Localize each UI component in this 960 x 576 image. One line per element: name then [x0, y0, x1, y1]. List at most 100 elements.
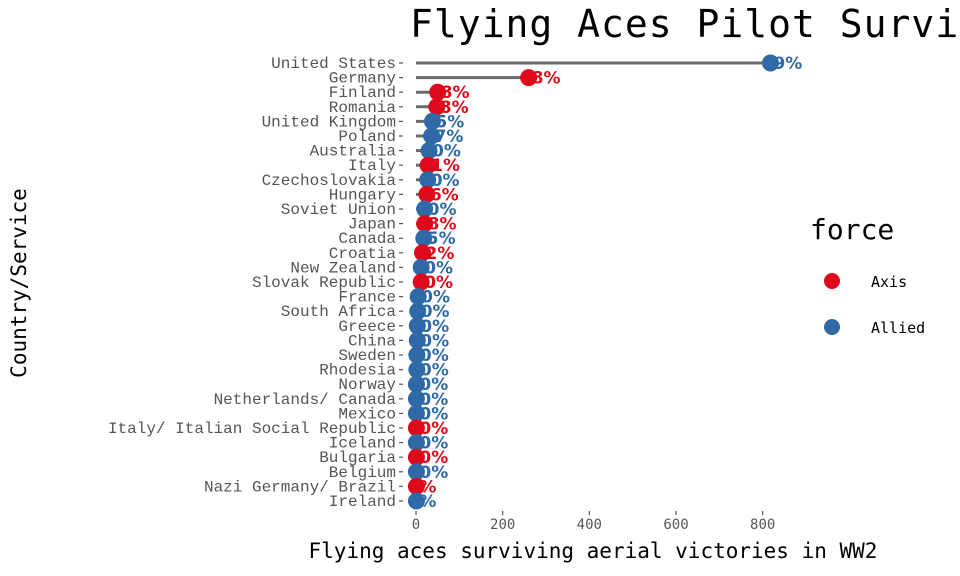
- legend-title: force: [810, 213, 894, 246]
- point: [412, 258, 430, 276]
- legend-label-allied: Allied: [871, 319, 925, 337]
- point: [409, 288, 427, 306]
- category-label: Australia: [310, 143, 397, 161]
- data-label: %: [419, 477, 436, 497]
- data-label: 0%: [424, 273, 453, 293]
- point: [407, 448, 425, 466]
- point: [407, 477, 425, 495]
- x-tick-label: 600: [663, 517, 688, 533]
- point: [423, 127, 441, 145]
- point: [407, 390, 425, 408]
- data-label: 0%: [419, 375, 448, 395]
- category-label: Netherlands/ Canada: [214, 391, 397, 409]
- point: [520, 69, 538, 87]
- category-label: Sweden: [338, 347, 396, 365]
- y-axis: United StatesGermanyFinlandRomaniaUnited…: [108, 55, 403, 511]
- legend-key-allied: [824, 319, 840, 335]
- x-axis-title: Flying aces surviving aerial victories i…: [309, 539, 878, 563]
- point: [428, 98, 446, 116]
- point: [407, 434, 425, 452]
- point: [408, 346, 426, 364]
- data-label: %: [419, 492, 436, 512]
- data-label: 0%: [431, 171, 460, 191]
- data-label: 8%: [532, 69, 561, 89]
- point: [416, 215, 434, 233]
- category-label: Finland: [329, 84, 396, 102]
- x-tick-label: 0: [412, 517, 420, 533]
- category-label: South Africa: [281, 303, 397, 321]
- category-label: Italy/ Italian Social Republic: [108, 420, 396, 438]
- category-label: Iceland: [329, 435, 396, 453]
- data-label: 8%: [428, 215, 457, 235]
- legend-label-axis: Axis: [871, 273, 907, 291]
- data-label: 0%: [419, 463, 448, 483]
- data-label: 0%: [419, 434, 448, 454]
- data-label: 0%: [419, 390, 448, 410]
- data-label: 0%: [419, 448, 448, 468]
- x-tick-label: 800: [750, 517, 775, 533]
- point: [420, 142, 438, 160]
- legend: force Axis Allied: [810, 213, 925, 337]
- y-axis-title: Country/Service: [7, 188, 31, 378]
- category-label: Hungary: [329, 186, 397, 204]
- data-label: 0%: [420, 346, 449, 366]
- data-label: 0%: [420, 317, 449, 337]
- chart-title: Flying Aces Pilot Surviv: [410, 2, 960, 46]
- x-tick-label: 200: [490, 517, 515, 533]
- point: [418, 185, 436, 203]
- category-label: France: [338, 289, 396, 307]
- point: [407, 463, 425, 481]
- category-label: Italy: [348, 157, 396, 175]
- category-label: New Zealand: [290, 259, 396, 277]
- category-label: China: [348, 332, 396, 350]
- category-label: Belgium: [329, 464, 396, 482]
- data-label: 7%: [435, 127, 464, 147]
- point: [407, 375, 425, 393]
- point: [408, 361, 426, 379]
- category-label: Romania: [329, 99, 397, 117]
- category-label: Japan: [348, 216, 396, 234]
- point: [423, 112, 441, 130]
- point: [407, 404, 425, 422]
- category-label: Rhodesia: [319, 362, 396, 380]
- category-label: Bulgaria: [319, 449, 396, 467]
- data-label: 0%: [421, 288, 450, 308]
- data-label: 5%: [427, 229, 456, 249]
- data-label: 9%: [773, 54, 802, 74]
- category-label: Czechoslovakia: [262, 172, 397, 190]
- point: [409, 302, 427, 320]
- point: [407, 492, 425, 510]
- point: [415, 229, 433, 247]
- point: [419, 171, 437, 189]
- point: [419, 156, 437, 174]
- data-label: 0%: [419, 419, 448, 439]
- category-label: Slovak Republic: [252, 274, 396, 292]
- data-label: 0%: [432, 142, 461, 162]
- category-label: Canada: [338, 230, 396, 248]
- data-label: 6%: [430, 185, 459, 205]
- data-label: 0%: [419, 404, 448, 424]
- category-label: United States: [271, 55, 396, 73]
- data-label: 0%: [420, 361, 449, 381]
- point: [408, 331, 426, 349]
- points: [407, 54, 779, 510]
- category-label: Nazi Germany/ Brazil: [204, 478, 396, 496]
- data-label: 2%: [426, 244, 455, 264]
- point: [416, 200, 434, 218]
- category-label: Ireland: [329, 493, 396, 511]
- category-label: Poland: [338, 128, 396, 146]
- data-label: 0%: [428, 200, 457, 220]
- point: [407, 419, 425, 437]
- point: [761, 54, 779, 72]
- data-label: 0%: [421, 302, 450, 322]
- data-label: 8%: [441, 83, 470, 103]
- point: [429, 83, 447, 101]
- category-label: Mexico: [338, 405, 396, 423]
- data-label: 1%: [431, 156, 460, 176]
- data-label: 0%: [420, 331, 449, 351]
- point: [408, 317, 426, 335]
- category-label: Greece: [338, 318, 396, 336]
- legend-key-axis: [824, 273, 840, 289]
- data-label: 5%: [435, 112, 464, 132]
